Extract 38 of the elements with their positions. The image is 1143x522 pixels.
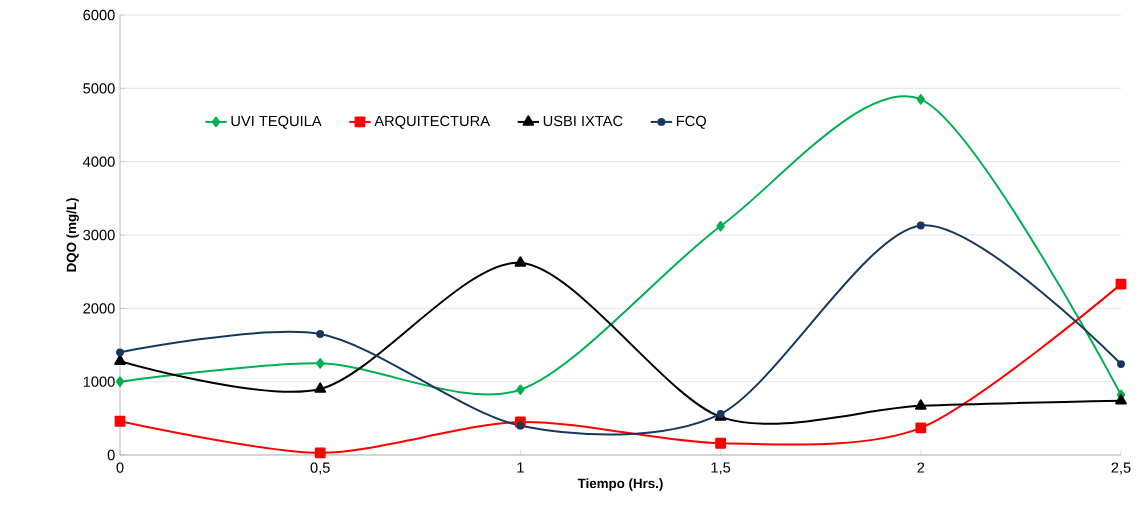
point <box>316 358 325 369</box>
y-tick-label: 4000 <box>83 156 115 167</box>
point <box>516 421 525 430</box>
y-tick-label: 1000 <box>83 376 115 387</box>
x-axis-title: Tiempo (Hrs.) <box>577 478 663 491</box>
point <box>314 382 327 393</box>
point <box>116 348 124 357</box>
legend-label: FCQ <box>676 115 706 129</box>
y-tick-label: 0 <box>107 449 115 461</box>
y-tick-label: 2000 <box>83 303 115 314</box>
legend-label: UVI TEQUILA <box>231 115 322 129</box>
x-tick-label: 2,5 <box>1111 462 1131 475</box>
point <box>1117 360 1125 368</box>
point <box>716 220 725 232</box>
legend-label: ARQUITECTURA <box>374 115 490 129</box>
point <box>514 256 527 267</box>
point <box>115 376 125 387</box>
x-tick-label: 0,5 <box>310 462 330 475</box>
x-tick-label: 0 <box>116 462 124 473</box>
point <box>316 330 325 338</box>
point <box>916 221 925 230</box>
point <box>314 447 326 459</box>
point <box>715 437 726 449</box>
point <box>916 94 926 105</box>
point <box>1115 278 1127 290</box>
y-tick-label: 5000 <box>83 83 115 94</box>
y-axis-title: DQO (mg/L) <box>66 198 79 272</box>
point <box>915 422 927 434</box>
legend-label: USBI IXTAC <box>543 115 623 127</box>
x-tick-label: 1,5 <box>711 462 731 475</box>
point <box>914 399 927 410</box>
y-tick-label: 3000 <box>83 229 115 241</box>
point <box>114 415 126 427</box>
x-tick-label: 2 <box>917 462 925 473</box>
point <box>516 384 525 395</box>
y-tick-label: 6000 <box>83 9 115 21</box>
point <box>1115 394 1127 405</box>
x-tick-label: 1 <box>517 462 524 473</box>
